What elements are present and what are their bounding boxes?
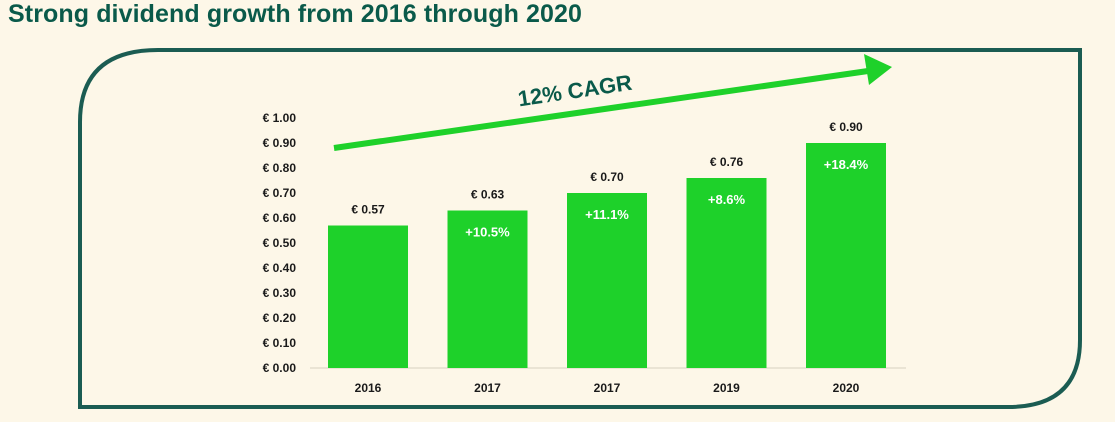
x-tick-label: 2017 [474,381,501,395]
bar-growth-label: +18.4% [824,157,869,172]
cagr-arrow [333,54,892,151]
x-tick-label: 2019 [713,381,740,395]
y-tick-label: € 0.10 [263,336,297,350]
page-title: Strong dividend growth from 2016 through… [8,0,583,28]
bar-value-label: € 0.76 [710,155,744,169]
x-tick-label: 2020 [833,381,860,395]
bar [686,178,767,368]
y-tick-label: € 1.00 [263,111,297,125]
chart-frame [78,48,1082,409]
bar-growth-label: +10.5% [465,225,510,240]
bar-series: € 0.57 € 0.63 +10.5% € 0.70 +11.1% € 0.76 +8.6… [328,120,886,368]
bar [447,210,528,368]
bar-value-label: € 0.90 [829,120,863,134]
bar [806,143,886,368]
y-tick-label: € 0.50 [263,236,297,250]
y-tick-label: € 0.90 [263,136,297,150]
cagr-arrow-shaft [333,68,869,151]
y-tick-label: € 0.40 [263,261,297,275]
bar-growth-label: +8.6% [708,192,746,207]
bar [567,193,647,368]
y-tick-label: € 0.60 [263,211,297,225]
x-axis: 2016 2017 2017 2019 2020 [355,381,860,395]
y-tick-label: € 0.20 [263,311,297,325]
x-tick-label: 2017 [594,381,621,395]
y-tick-label: € 0.00 [263,361,297,375]
cagr-arrow-head [864,54,892,85]
bar-growth-label: +11.1% [585,207,629,222]
y-tick-label: € 0.70 [263,186,297,200]
y-axis: € 0.00 € 0.10 € 0.20 € 0.30 € 0.40 € 0.50 € 0.… [263,111,297,375]
y-tick-label: € 0.80 [263,161,297,175]
bar-value-label: € 0.57 [351,203,385,217]
bar-value-label: € 0.63 [471,188,505,202]
bar [328,225,408,368]
x-tick-label: 2016 [355,381,382,395]
y-tick-label: € 0.30 [263,286,297,300]
bar-value-label: € 0.70 [590,170,624,184]
